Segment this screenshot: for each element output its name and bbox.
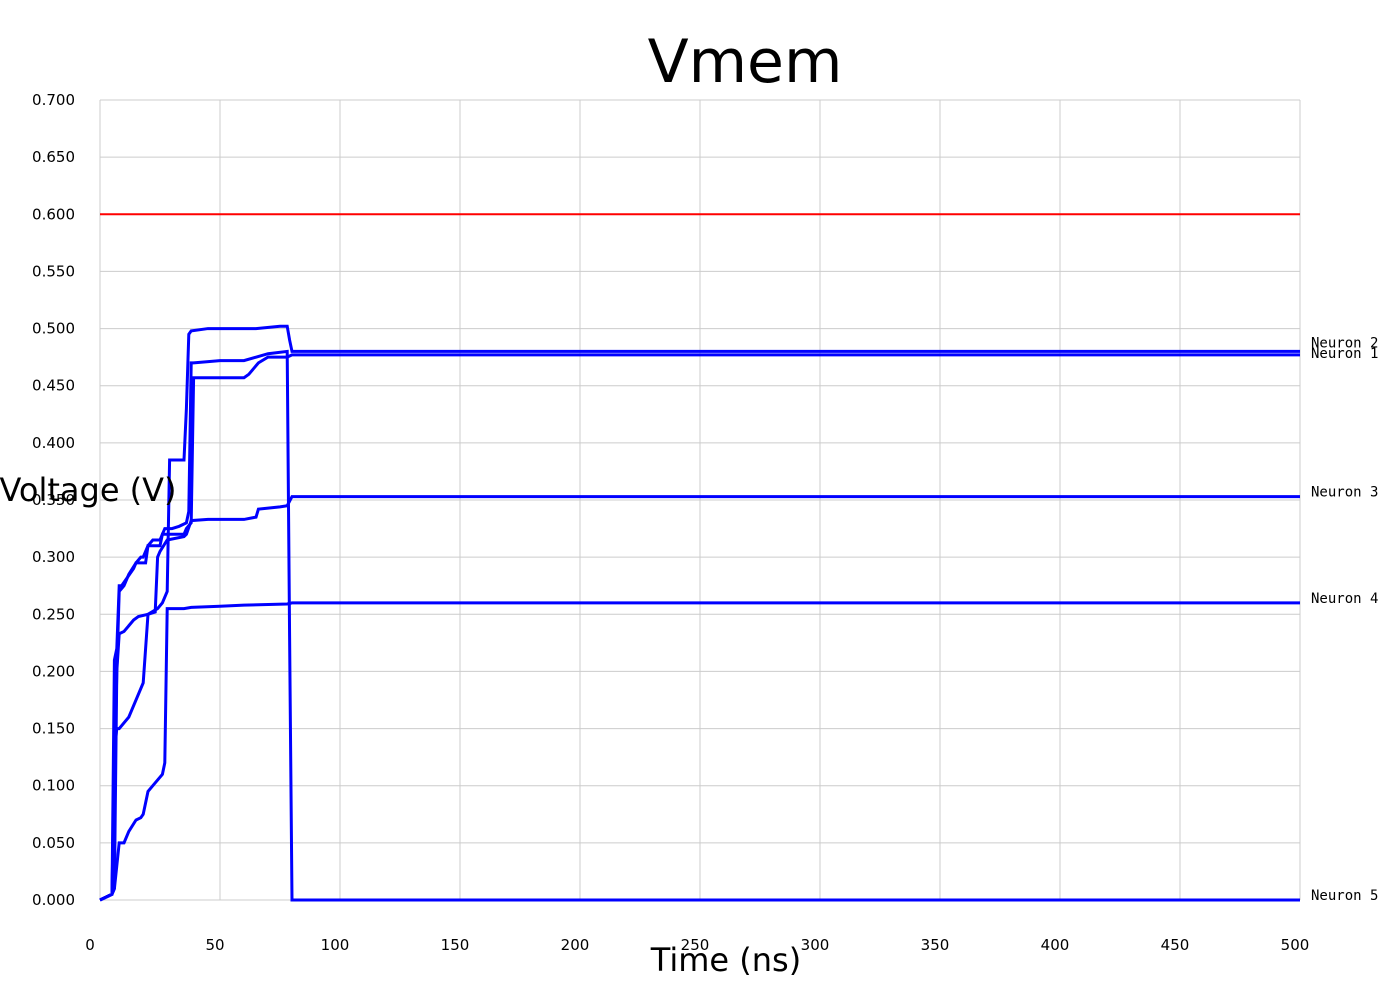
chart-title: Vmem bbox=[648, 27, 843, 97]
y-tick-label: 0.300 bbox=[32, 548, 75, 566]
x-tick-label: 450 bbox=[1161, 936, 1190, 954]
series-line-neuron-2 bbox=[99, 324, 1300, 902]
y-axis-title: Voltage (V) bbox=[0, 471, 177, 509]
y-tick-label: 0.350 bbox=[32, 491, 75, 509]
y-tick-label: 0.450 bbox=[32, 377, 75, 395]
x-tick-label: 200 bbox=[561, 936, 590, 954]
series-label-neuron-3: Neuron 3 bbox=[1311, 485, 1378, 501]
x-tick-label: 150 bbox=[441, 936, 470, 954]
x-axis-title: Time (ns) bbox=[650, 941, 801, 979]
series-label-neuron-4: Neuron 4 bbox=[1311, 591, 1378, 607]
y-tick-label: 0.400 bbox=[32, 434, 75, 452]
y-tick-label: 0.200 bbox=[32, 662, 75, 680]
x-tick-label: 400 bbox=[1041, 936, 1070, 954]
x-tick-label: 300 bbox=[801, 936, 830, 954]
y-tick-label: 0.600 bbox=[32, 205, 75, 223]
series-label-neuron-5: Neuron 5 bbox=[1311, 888, 1378, 904]
y-tick-label: 0.000 bbox=[32, 891, 75, 909]
series-label-neuron-1: Neuron 1 bbox=[1311, 346, 1378, 362]
x-axis-ticks: 0 50 100 150 200 250 300 350 400 450 500 bbox=[85, 936, 1309, 954]
y-tick-label: 0.100 bbox=[32, 777, 75, 795]
y-tick-label: 0.550 bbox=[32, 262, 75, 280]
y-tick-label: 0.700 bbox=[32, 91, 75, 109]
series-lines bbox=[99, 324, 1300, 902]
x-tick-label: 350 bbox=[921, 936, 950, 954]
y-tick-label: 0.150 bbox=[32, 720, 75, 738]
grid-lines bbox=[99, 99, 1301, 901]
y-tick-label: 0.650 bbox=[32, 148, 75, 166]
x-tick-label: 50 bbox=[205, 936, 224, 954]
x-tick-label: 100 bbox=[321, 936, 350, 954]
series-label-neuron-2: Neuron 2 bbox=[1311, 335, 1378, 351]
series-line-neuron-5 bbox=[99, 349, 1300, 902]
y-tick-label: 0.500 bbox=[32, 320, 75, 338]
series-line-neuron-4 bbox=[99, 601, 1300, 902]
y-tick-label: 0.250 bbox=[32, 605, 75, 623]
y-axis-ticks: 0.000 0.050 0.100 0.150 0.200 0.250 0.300 0.350… bbox=[32, 91, 75, 909]
x-tick-label: 250 bbox=[681, 936, 710, 954]
y-tick-label: 0.050 bbox=[32, 834, 75, 852]
x-tick-label: 0 bbox=[85, 936, 95, 954]
x-tick-label: 500 bbox=[1281, 936, 1310, 954]
